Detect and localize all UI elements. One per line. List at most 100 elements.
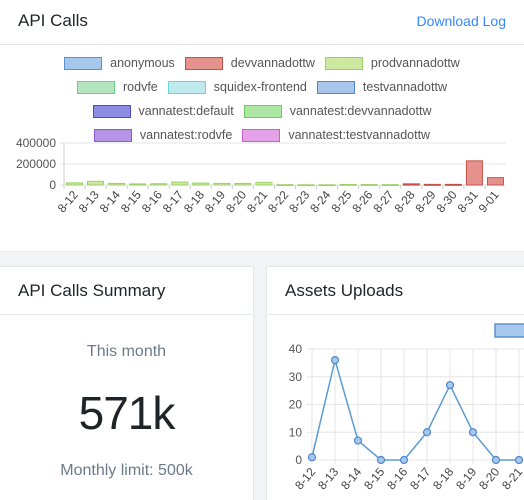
bar [423, 183, 441, 186]
y-tick-label: 10 [289, 425, 303, 439]
legend-label: squidex-frontend [213, 80, 307, 94]
legend-label: testvannadottw [362, 80, 447, 94]
legend-item[interactable]: prodvannadottw [324, 56, 460, 70]
legend-item[interactable]: vannatest:default [92, 104, 234, 118]
bar [192, 182, 210, 186]
bar [486, 177, 504, 186]
assets-header: Assets Uploads [267, 267, 524, 315]
bar [339, 183, 357, 186]
data-point [399, 455, 409, 465]
legend-item[interactable]: testvannadottw [316, 80, 447, 94]
summary-body: This month 571k Monthly limit: 500k [0, 343, 253, 480]
bar [87, 180, 105, 186]
x-tick-label: 8-17 [160, 188, 186, 216]
data-point [353, 436, 363, 445]
x-tick-label: 8-26 [349, 188, 375, 216]
legend-item[interactable]: vannatest:rodvfe [93, 128, 233, 142]
y-tick-label: 200000 [16, 157, 56, 171]
y-tick-label: 30 [289, 370, 303, 384]
api-calls-card: API Calls Download Log anonymous devvanna… [0, 0, 524, 252]
legend-label: vannatest:default [138, 104, 234, 118]
data-point [445, 380, 455, 390]
legend-label: rodvfe [123, 80, 158, 94]
bar [255, 181, 273, 186]
x-tick-label: 8-25 [328, 188, 354, 216]
legend-label: vannatest:rodvfe [139, 128, 233, 142]
data-point [376, 455, 386, 465]
bar [465, 160, 483, 186]
legend-item[interactable]: devvannadottw [184, 56, 315, 70]
series-line [311, 357, 519, 461]
legend-item[interactable]: vannatest:devvannadottw [243, 104, 432, 118]
bar [276, 184, 294, 186]
download-log-link[interactable]: Download Log [416, 12, 506, 29]
x-tick-label: 8-19 [202, 188, 228, 216]
legend-swatch [316, 80, 355, 94]
data-point [468, 428, 478, 437]
legend-item[interactable]: vannatest:testvannadottw [242, 128, 430, 142]
api-calls-header: API Calls Download Log [0, 0, 524, 45]
bar [402, 183, 420, 186]
summary-value: 571k [78, 387, 176, 439]
x-tick-label: 8-20 [476, 465, 502, 493]
legend-row: rodvfe squidex-frontend testvannadottw [0, 75, 524, 99]
legend-item[interactable]: squidex-frontend [167, 80, 307, 94]
bar [360, 184, 378, 186]
legend-label: devvannadottw [230, 56, 315, 70]
api-calls-legend: anonymous devvannadottw prodvannadottw rodv… [0, 51, 524, 147]
legend-item[interactable]: rodvfe [77, 80, 158, 94]
legend-row: vannatest:rodvfe vannatest:testvannadottw [0, 123, 524, 147]
x-tick-label: 8-19 [453, 465, 479, 493]
y-tick-label: 400000 [16, 137, 56, 150]
api-calls-chart: 02000004000008-128-138-148-158-168-178-1… [16, 137, 506, 216]
x-tick-label: 8-28 [391, 188, 417, 216]
y-tick-label: 0 [49, 178, 56, 192]
legend-swatch [184, 56, 223, 70]
x-tick-label: 8-12 [55, 188, 81, 216]
x-tick-label: 8-31 [455, 188, 481, 216]
assets-uploads-card: Assets Uploads 0 10 20 30 40 8-12 8-13 8-14 8-15… [266, 266, 524, 500]
bar [297, 184, 315, 187]
bar [318, 184, 336, 187]
x-tick-label: 8-23 [286, 188, 312, 216]
legend-swatch [324, 56, 363, 70]
data-point [491, 455, 501, 465]
bar [234, 182, 252, 186]
x-tick-label: 8-14 [338, 465, 364, 493]
legend-row: anonymous devvannadottw prodvannadottw [0, 51, 524, 75]
legend-label: prodvannadottw [370, 56, 460, 70]
x-tick-label: 8-16 [384, 465, 410, 493]
x-tick-label: 8-18 [181, 188, 207, 216]
legend-swatch [243, 104, 282, 118]
legend-row: vannatest:default vannatest:devvannadottw [0, 99, 524, 123]
x-tick-label: 8-21 [499, 465, 524, 493]
legend-label: vannatest:devvannadottw [289, 104, 432, 118]
assets-title: Assets Uploads [285, 280, 404, 300]
legend-swatch [242, 128, 281, 142]
legend-swatch [494, 323, 524, 338]
x-tick-label: 8-16 [139, 188, 165, 216]
x-tick-label: 8-13 [76, 188, 102, 216]
bar [108, 182, 126, 186]
summary-title: API Calls Summary [18, 280, 166, 300]
summary-header: API Calls Summary [0, 267, 253, 315]
legend-label: vannatest:testvannadottw [288, 128, 431, 142]
y-tick-label: 40 [289, 342, 303, 356]
x-tick-label: 9-01 [476, 188, 502, 216]
bar [444, 183, 462, 186]
x-tick-label: 8-22 [265, 188, 291, 216]
x-tick-label: 8-14 [97, 188, 123, 216]
bar [129, 183, 147, 186]
x-tick-label: 8-20 [223, 188, 249, 216]
legend-swatch [93, 128, 132, 142]
y-tick-label: 0 [295, 453, 302, 467]
legend-item[interactable]: anonymous [64, 56, 175, 70]
data-point [514, 455, 524, 465]
x-tick-label: 8-24 [307, 188, 333, 216]
x-tick-label: 8-18 [430, 465, 456, 493]
summary-period-label: This month [86, 343, 167, 360]
x-tick-label: 8-21 [244, 188, 270, 216]
legend-swatch [92, 104, 131, 118]
bar [171, 181, 189, 186]
data-point [422, 428, 432, 437]
